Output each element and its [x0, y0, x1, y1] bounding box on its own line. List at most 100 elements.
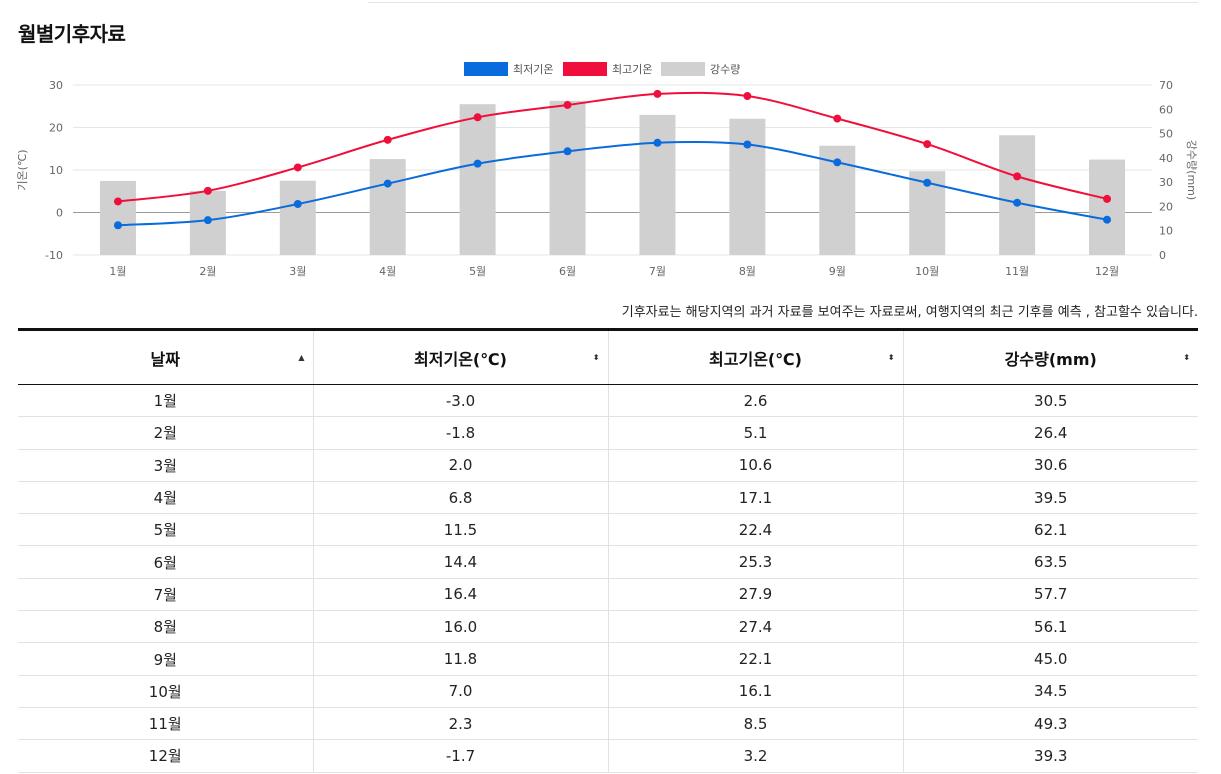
table-cell: 11월: [18, 707, 314, 741]
y2-tick-label: 10: [1159, 225, 1173, 238]
max-temp-point: [833, 114, 842, 123]
precip-bar: [639, 114, 676, 255]
table-cell: 7.0: [313, 675, 609, 708]
legend-label: 강수량: [710, 63, 740, 76]
table-cell: 22.4: [608, 513, 904, 547]
min-temp-point: [473, 159, 482, 168]
table-cell: 3월: [18, 449, 314, 482]
table-cell: -3.0: [313, 384, 609, 418]
table-cell: 25.3: [608, 545, 904, 579]
y-tick-label: 20: [49, 122, 63, 135]
table-cell: 39.3: [903, 739, 1198, 773]
y-tick-label: 10: [49, 164, 63, 177]
page-title: 월별기후자료: [18, 22, 126, 46]
col-header-min-temp[interactable]: 최저기온(℃) ⬍: [313, 329, 609, 385]
max-temp-point: [923, 140, 932, 149]
table-cell: 26.4: [903, 416, 1198, 450]
max-temp-point: [383, 135, 392, 144]
x-tick-label: 5월: [469, 265, 486, 278]
precip-bar: [999, 135, 1036, 255]
col-header-label: 최고기온(℃): [709, 349, 802, 369]
x-tick-label: 8월: [739, 265, 756, 278]
table-row: 5월 11.5 22.4 62.1: [18, 513, 1198, 547]
table-cell: 7월: [18, 578, 314, 612]
min-temp-point: [833, 158, 842, 167]
x-tick-label: 10월: [915, 265, 939, 278]
max-temp-point: [653, 89, 662, 98]
x-tick-label: 1월: [109, 265, 126, 278]
table-cell: 5.1: [608, 416, 904, 450]
table-cell: 30.5: [903, 384, 1198, 418]
x-tick-label: 3월: [289, 265, 306, 278]
table-cell: 16.4: [313, 578, 609, 612]
precip-bar: [369, 159, 406, 255]
col-header-precip[interactable]: 강수량(mm) ⬍: [903, 329, 1198, 385]
legend-swatch: [464, 62, 508, 76]
table-cell: 6.8: [313, 481, 609, 515]
table-cell: 6월: [18, 545, 314, 579]
legend-swatch: [563, 62, 607, 76]
max-temp-point: [743, 92, 752, 101]
y2-axis-label: 강수량(mm): [1185, 140, 1198, 200]
col-header-label: 날짜: [150, 349, 180, 369]
y2-tick-label: 0: [1159, 249, 1166, 262]
y2-tick-label: 60: [1159, 103, 1173, 116]
y-axis-label: 기온(℃): [16, 149, 29, 190]
table-row: 11월 2.3 8.5 49.3: [18, 707, 1198, 741]
x-tick-label: 12월: [1095, 265, 1119, 278]
table-body: 1월 -3.0 2.6 30.5 2월 -1.8 5.1 26.4 3월 2.0 10.6 30.6 4…: [18, 384, 1198, 773]
table-header-row: 날짜 ▲ 최저기온(℃) ⬍ 최고기온(℃) ⬍ 강수량(mm) ⬍: [18, 329, 1198, 385]
legend-label: 최고기온: [612, 63, 652, 76]
sort-asc-icon[interactable]: ▲: [298, 352, 305, 362]
x-tick-label: 4월: [379, 265, 396, 278]
table-cell: 39.5: [903, 481, 1198, 515]
table-cell: 30.6: [903, 449, 1198, 482]
table-cell: 16.0: [313, 610, 609, 644]
y2-tick-label: 50: [1159, 128, 1173, 141]
table-cell: 2.3: [313, 707, 609, 741]
max-temp-point: [1013, 172, 1022, 181]
legend-swatch: [661, 62, 705, 76]
table-row: 8월 16.0 27.4 56.1: [18, 610, 1198, 644]
col-header-label: 최저기온(℃): [414, 349, 507, 369]
max-temp-point: [1103, 194, 1112, 203]
min-temp-point: [563, 147, 572, 156]
table-cell: -1.8: [313, 416, 609, 450]
min-temp-line: [117, 140, 1108, 227]
min-temp-point: [1013, 198, 1022, 207]
table-row: 12월 -1.7 3.2 39.3: [18, 739, 1198, 773]
precip-bar: [459, 104, 496, 255]
sort-icon[interactable]: ⬍: [592, 352, 600, 362]
sort-icon[interactable]: ⬍: [887, 352, 895, 362]
climate-table: 날짜 ▲ 최저기온(℃) ⬍ 최고기온(℃) ⬍ 강수량(mm) ⬍ 1월 -3.0 2.6…: [18, 328, 1198, 773]
sort-icon[interactable]: ⬍: [1183, 352, 1190, 362]
table-cell: 2월: [18, 416, 314, 450]
min-temp-point: [1103, 215, 1112, 224]
min-temp-point: [923, 178, 932, 187]
table-cell: -1.7: [313, 739, 609, 773]
precip-bar: [99, 180, 136, 255]
table-cell: 27.4: [608, 610, 904, 644]
table-cell: 56.1: [903, 610, 1198, 644]
max-temp-line: [117, 91, 1108, 203]
table-cell: 4월: [18, 481, 314, 515]
table-cell: 2.6: [608, 384, 904, 418]
y-tick-label: 0: [56, 207, 63, 220]
table-cell: 10월: [18, 675, 314, 708]
col-header-label: 강수량(mm): [1004, 349, 1097, 369]
col-header-date[interactable]: 날짜 ▲: [18, 329, 314, 385]
x-tick-label: 11월: [1005, 265, 1029, 278]
max-temp-point: [563, 100, 572, 109]
min-temp-point: [113, 221, 122, 230]
table-cell: 8.5: [608, 707, 904, 741]
table-cell: 62.1: [903, 513, 1198, 547]
col-header-max-temp[interactable]: 최고기온(℃) ⬍: [608, 329, 904, 385]
precip-bar: [729, 118, 766, 255]
precip-bar: [279, 180, 316, 255]
table-row: 3월 2.0 10.6 30.6: [18, 449, 1198, 482]
table-cell: 2.0: [313, 449, 609, 482]
y2-tick-label: 30: [1159, 176, 1173, 189]
x-tick-label: 2월: [199, 265, 216, 278]
max-temp-point: [203, 186, 212, 195]
table-cell: 22.1: [608, 642, 904, 676]
